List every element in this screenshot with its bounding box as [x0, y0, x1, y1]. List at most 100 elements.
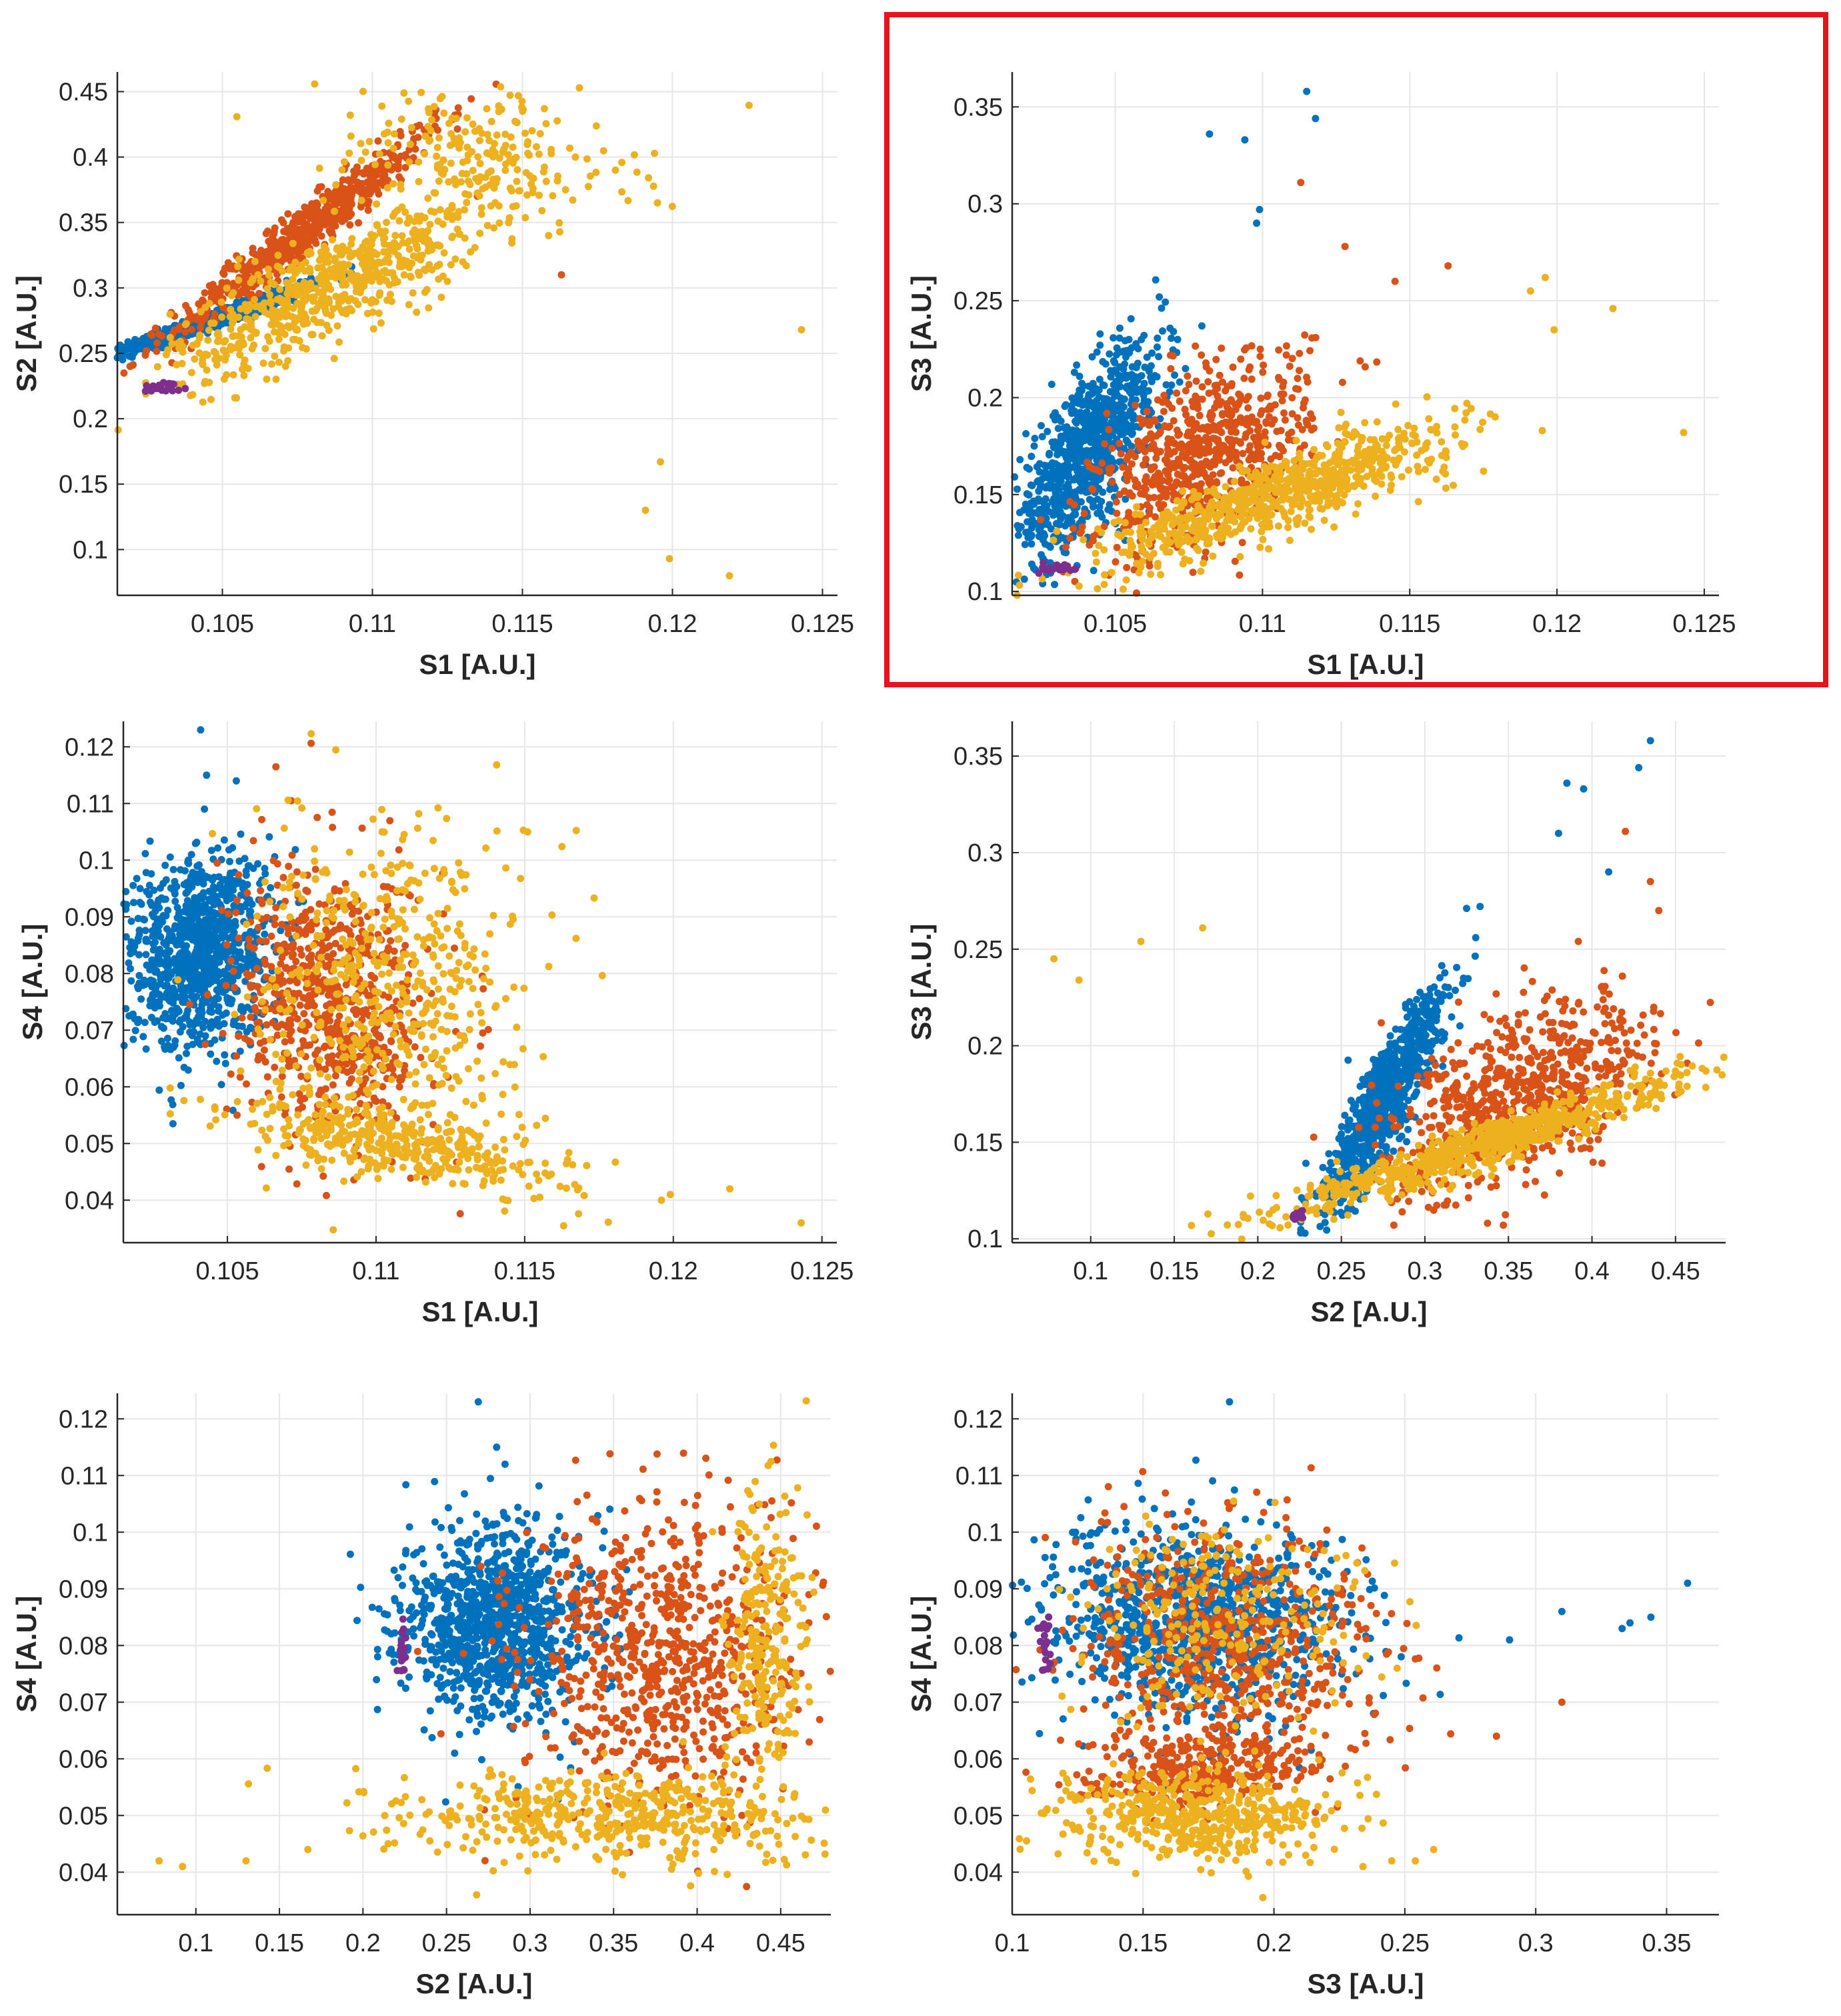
scatter-point [1342, 243, 1349, 250]
scatter-point [370, 325, 377, 333]
scatter-point [1209, 523, 1216, 530]
scatter-point [1308, 335, 1316, 342]
scatter-point [1308, 526, 1315, 533]
scatter-point [1308, 493, 1316, 500]
scatter-point [1680, 429, 1688, 436]
scatter-point [1356, 467, 1363, 474]
scatter-point [1060, 566, 1068, 573]
scatter-point [1160, 488, 1167, 495]
scatter-point [1206, 540, 1213, 547]
scatter-point [129, 345, 137, 353]
scatter-point [1198, 322, 1206, 329]
scatter-point [1144, 408, 1151, 415]
scatter-point [1450, 482, 1457, 489]
scatter-point [1191, 450, 1198, 457]
scatter-point [378, 103, 385, 110]
scatter-point [153, 347, 160, 355]
scatter-point [558, 271, 565, 279]
scatter-point [1125, 509, 1132, 516]
y-tick-label: 0.4 [73, 144, 108, 172]
scatter-point [1340, 482, 1348, 489]
scatter-point [1260, 511, 1267, 518]
scatter-point [1312, 115, 1319, 122]
scatter-point [1149, 443, 1156, 450]
scatter-point [366, 138, 373, 145]
scatter-point [143, 347, 150, 355]
scatter-point [397, 185, 405, 193]
scatter-point [1193, 545, 1200, 552]
scatter-point [1202, 513, 1209, 521]
scatter-point [1237, 414, 1244, 421]
scatter-point [1182, 365, 1189, 372]
scatter-point [1128, 315, 1135, 323]
scatter-point [1128, 391, 1135, 398]
scatter-point [1124, 374, 1131, 381]
scatter-point [282, 363, 289, 370]
scatter-point [451, 255, 459, 263]
scatter-point [261, 299, 268, 307]
scatter-point [1155, 521, 1162, 528]
scatter-point [1427, 426, 1434, 433]
scatter-point [1190, 569, 1197, 576]
scatter-point [395, 161, 402, 169]
scatter-point [618, 188, 625, 195]
scatter-point [1152, 513, 1159, 521]
scatter-point [1310, 425, 1318, 432]
scatter-point [1121, 428, 1128, 435]
scatter-point [182, 328, 189, 335]
scatter-point [335, 303, 342, 311]
scatter-point [1301, 519, 1308, 527]
scatter-point [339, 218, 346, 225]
scatter-point [1047, 543, 1054, 551]
scatter-point [167, 334, 174, 341]
scatter-point [128, 353, 135, 361]
scatter-point [449, 233, 456, 240]
scatter-point [1094, 445, 1102, 452]
scatter-point [364, 256, 371, 263]
scatter-point [1098, 529, 1105, 536]
scatter-point [1155, 469, 1162, 477]
scatter-point [1424, 393, 1431, 401]
scatter-point [1154, 563, 1162, 570]
scatter-point [1383, 442, 1390, 449]
scatter-point [181, 385, 189, 392]
scatter-point [1261, 490, 1268, 497]
scatter-point [375, 274, 382, 281]
scatter-point [1126, 336, 1133, 343]
scatter-point [371, 161, 379, 168]
scatter-point [469, 167, 477, 174]
scatter-point [1148, 432, 1155, 439]
scatter-point [291, 314, 298, 321]
scatter-point [476, 230, 483, 237]
scatter-point [293, 291, 300, 299]
scatter-point [1183, 478, 1190, 485]
scatter-point [1323, 441, 1330, 449]
scatter-point [213, 361, 221, 369]
scatter-point [631, 151, 638, 159]
scatter-point [376, 151, 383, 158]
x-tick-label: 0.125 [1672, 610, 1736, 638]
scatter-point [375, 309, 383, 317]
scatter-point [295, 285, 303, 292]
scatter-point [1049, 439, 1056, 446]
scatter-point [1301, 331, 1308, 339]
scatter-point [1282, 417, 1289, 424]
scatter-point [1338, 467, 1346, 475]
scatter-point [332, 181, 339, 189]
scatter-point [203, 367, 211, 374]
scatter-point [1123, 421, 1130, 428]
scatter-point [1071, 369, 1078, 376]
scatter-point [1275, 523, 1282, 530]
scatter-point [1388, 481, 1395, 489]
scatter-point [381, 171, 389, 179]
scatter-point [1265, 545, 1272, 553]
scatter-point [1334, 439, 1342, 447]
scatter-point [309, 331, 317, 338]
scatter-point [1236, 499, 1243, 507]
scatter-point [1262, 439, 1269, 446]
scatter-point [1124, 439, 1132, 446]
scatter-point [250, 341, 257, 349]
scatter-point [1170, 490, 1177, 497]
scatter-point [421, 289, 429, 296]
scatter-point [1162, 518, 1169, 525]
